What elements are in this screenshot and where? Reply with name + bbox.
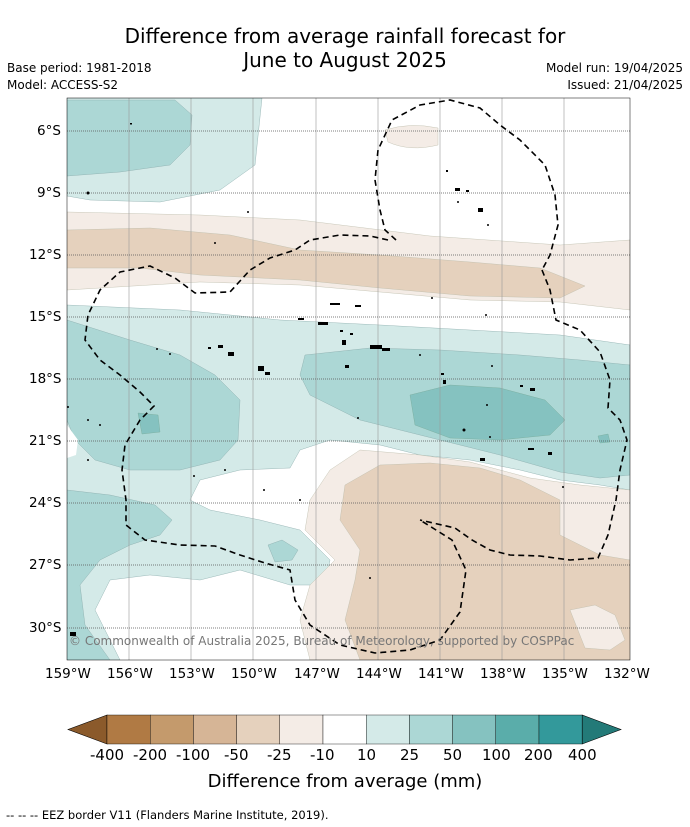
colorbar-arrow-high — [581, 714, 622, 745]
colorbar-arrow-low — [67, 714, 108, 745]
lon-tick: 141°W — [418, 666, 464, 682]
colorbar-swatch — [366, 714, 410, 745]
colorbar-swatch — [236, 714, 281, 745]
base-period-label: Base period: 1981-2018 — [7, 61, 152, 75]
anomaly-region-mid-teal-east — [409, 384, 566, 441]
lon-tick: 147°W — [294, 666, 340, 682]
lat-tick: 24°S — [29, 495, 62, 511]
anomaly-region-mid-teal-spot — [137, 412, 161, 435]
colorbar-label: -50 — [224, 746, 249, 764]
colorbar-label: 10 — [357, 746, 377, 764]
colorbar-label: 400 — [568, 746, 597, 764]
lon-tick: 150°W — [231, 666, 277, 682]
lat-tick: 6°S — [37, 123, 61, 139]
colorbar-swatch — [409, 714, 453, 745]
anomaly-region-teal-northwest — [67, 99, 193, 177]
colorbar-swatch — [106, 714, 151, 745]
issued-label: Issued: 21/04/2025 — [567, 78, 683, 92]
anomaly-region-tan-small — [384, 125, 439, 149]
model-run-label: Model run: 19/04/2025 — [545, 61, 683, 75]
lon-tick: 132°W — [604, 666, 650, 682]
colorbar-label: 200 — [524, 746, 553, 764]
map-title-line2: June to August 2025 — [243, 48, 447, 72]
lon-tick: 156°W — [107, 666, 153, 682]
colorbar-label: -400 — [90, 746, 125, 764]
colorbar-swatch — [495, 714, 540, 745]
colorbar-label: -200 — [133, 746, 168, 764]
lon-tick: 153°W — [169, 666, 215, 682]
map-title-line1: Difference from average rainfall forecas… — [124, 24, 566, 48]
lat-tick: 15°S — [29, 309, 62, 325]
lon-tick: 144°W — [356, 666, 402, 682]
colorbar-label: 100 — [482, 746, 511, 764]
map-frame — [66, 97, 631, 661]
colorbar-label: -10 — [310, 746, 335, 764]
lat-tick: 27°S — [29, 557, 62, 573]
colorbar-swatch — [322, 714, 367, 745]
lon-tick: 159°W — [45, 666, 91, 682]
colorbar-swatch — [149, 714, 194, 745]
lat-tick: 12°S — [29, 247, 62, 263]
lat-tick: 21°S — [29, 433, 62, 449]
colorbar-title: Difference from average (mm) — [207, 771, 483, 792]
eez-legend-note: -- -- -- EEZ border V11 (Flanders Marine… — [6, 808, 329, 822]
rainfall-field — [67, 98, 630, 660]
colorbar-swatch — [452, 714, 497, 745]
lon-tick: 138°W — [480, 666, 526, 682]
lat-tick: 30°S — [29, 620, 62, 636]
colorbar — [67, 714, 622, 745]
colorbar-label: -100 — [176, 746, 211, 764]
lon-tick: 135°W — [542, 666, 588, 682]
island-markers — [67, 123, 564, 636]
lat-tick: 9°S — [37, 185, 61, 201]
anomaly-region-white-west — [67, 425, 78, 458]
colorbar-swatch — [279, 714, 324, 745]
anomaly-region-teal-spot — [267, 539, 299, 563]
model-label: Model: ACCESS-S2 — [7, 78, 119, 92]
colorbar-label: 50 — [443, 746, 463, 764]
lat-tick: 18°S — [29, 371, 62, 387]
anomaly-region-very-light-tan-spot — [569, 604, 626, 651]
colorbar-label: 25 — [400, 746, 420, 764]
copyright-notice: © Commonwealth of Australia 2025, Bureau… — [69, 634, 575, 648]
colorbar-swatch — [538, 714, 583, 745]
anomaly-region-light-tan-band — [67, 227, 586, 299]
colorbar-label: -25 — [267, 746, 292, 764]
eez-border — [84, 99, 628, 654]
colorbar-swatch — [193, 714, 237, 745]
